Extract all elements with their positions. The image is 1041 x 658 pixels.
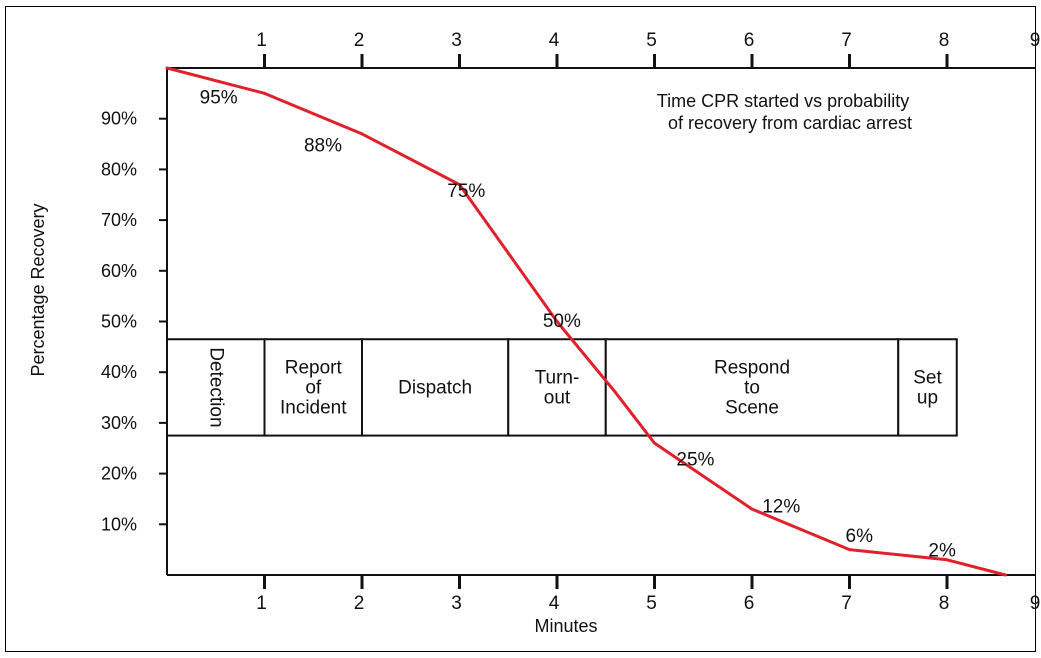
phase-label: Respond	[714, 357, 790, 378]
y-tick-label: 30%	[101, 413, 137, 433]
chart-title-line-1: Time CPR started vs probability	[657, 91, 909, 111]
x-tick-label-top: 8	[939, 30, 950, 51]
line-point	[360, 132, 364, 136]
line-point	[263, 91, 266, 95]
x-tick-label-bottom: 5	[646, 593, 657, 614]
x-tick-label-bottom: 1	[256, 593, 267, 614]
data-label: 50%	[543, 311, 581, 332]
x-tick-label-top: 3	[451, 30, 462, 51]
phase-label: Scene	[725, 397, 779, 418]
y-tick-label: 70%	[101, 210, 137, 230]
data-labels: 95% 88% 75% 50% 25% 12% 6% 2%	[200, 87, 956, 561]
y-tick-label: 90%	[101, 109, 137, 129]
x-tick-label-bottom: 6	[744, 593, 755, 614]
recovery-line	[166, 66, 1006, 577]
x-tick-label-top: 7	[841, 30, 852, 51]
phase-box	[361, 338, 510, 437]
y-tick-label: 20%	[101, 464, 137, 484]
phase-label: Report	[285, 357, 343, 378]
x-tick-label-top: 4	[549, 30, 560, 51]
data-label: 6%	[846, 526, 874, 547]
line-point	[848, 548, 851, 552]
y-axis-title: Percentage Recovery	[28, 203, 48, 376]
phase-label: Detection	[206, 347, 227, 427]
line-point	[614, 390, 617, 394]
series-group	[165, 66, 1007, 577]
phase-label: to	[744, 377, 760, 398]
data-label: 88%	[304, 136, 342, 157]
data-label: 2%	[928, 541, 956, 562]
chart-text: Time CPR started vs probability of recov…	[28, 91, 912, 636]
x-tick-label-bottom: 4	[549, 593, 560, 614]
phase-label: Set	[913, 367, 942, 388]
phase-box	[507, 338, 607, 437]
line-point	[653, 441, 656, 445]
x-tick-label-bottom: 3	[451, 593, 462, 614]
phase-label: out	[544, 387, 571, 408]
line-point	[750, 507, 754, 511]
line-point	[165, 66, 169, 70]
data-label: 95%	[200, 87, 238, 108]
data-label: 75%	[447, 181, 485, 202]
x-tick-label-top: 5	[646, 30, 657, 51]
phase-label: Turn-	[535, 367, 580, 388]
phase-box	[604, 338, 900, 437]
line-point	[945, 558, 949, 562]
x-tick-label-top: 6	[744, 30, 755, 51]
axes: 10% 20% 30% 40% 50% 60% 70% 80% 90% 1 1 2 2 3 3 4 4 5 5 6 6 7…	[101, 30, 1040, 614]
y-tick-label: 80%	[101, 159, 137, 179]
phase-label: Dispatch	[398, 377, 472, 398]
x-tick-label-top: 1	[256, 30, 267, 51]
x-end-label-bottom: 9	[1030, 593, 1041, 614]
x-tick-label-bottom: 8	[939, 593, 950, 614]
y-tick-label: 50%	[101, 312, 137, 332]
x-tick-label-top: 2	[354, 30, 365, 51]
y-tick-label: 60%	[101, 261, 137, 281]
line-point	[1004, 573, 1007, 577]
phase-box	[166, 338, 266, 437]
chart-title-line-2: of recovery from cardiac arrest	[668, 113, 912, 133]
x-tick-label-bottom: 7	[841, 593, 852, 614]
y-tick-label: 10%	[101, 514, 137, 534]
x-tick-label-bottom: 2	[354, 593, 365, 614]
x-axis-title: Minutes	[534, 616, 597, 636]
data-label: 12%	[762, 497, 800, 518]
phase-label: Incident	[280, 397, 347, 418]
phase-label: up	[917, 387, 938, 408]
phase-box	[897, 338, 958, 437]
phase-label: of	[305, 377, 322, 398]
chart-frame	[5, 6, 1036, 652]
line-point	[458, 183, 461, 187]
data-label: 25%	[676, 449, 714, 470]
x-end-label-top: 9	[1030, 30, 1041, 51]
line-point	[555, 320, 559, 323]
y-tick-label: 40%	[101, 362, 137, 382]
